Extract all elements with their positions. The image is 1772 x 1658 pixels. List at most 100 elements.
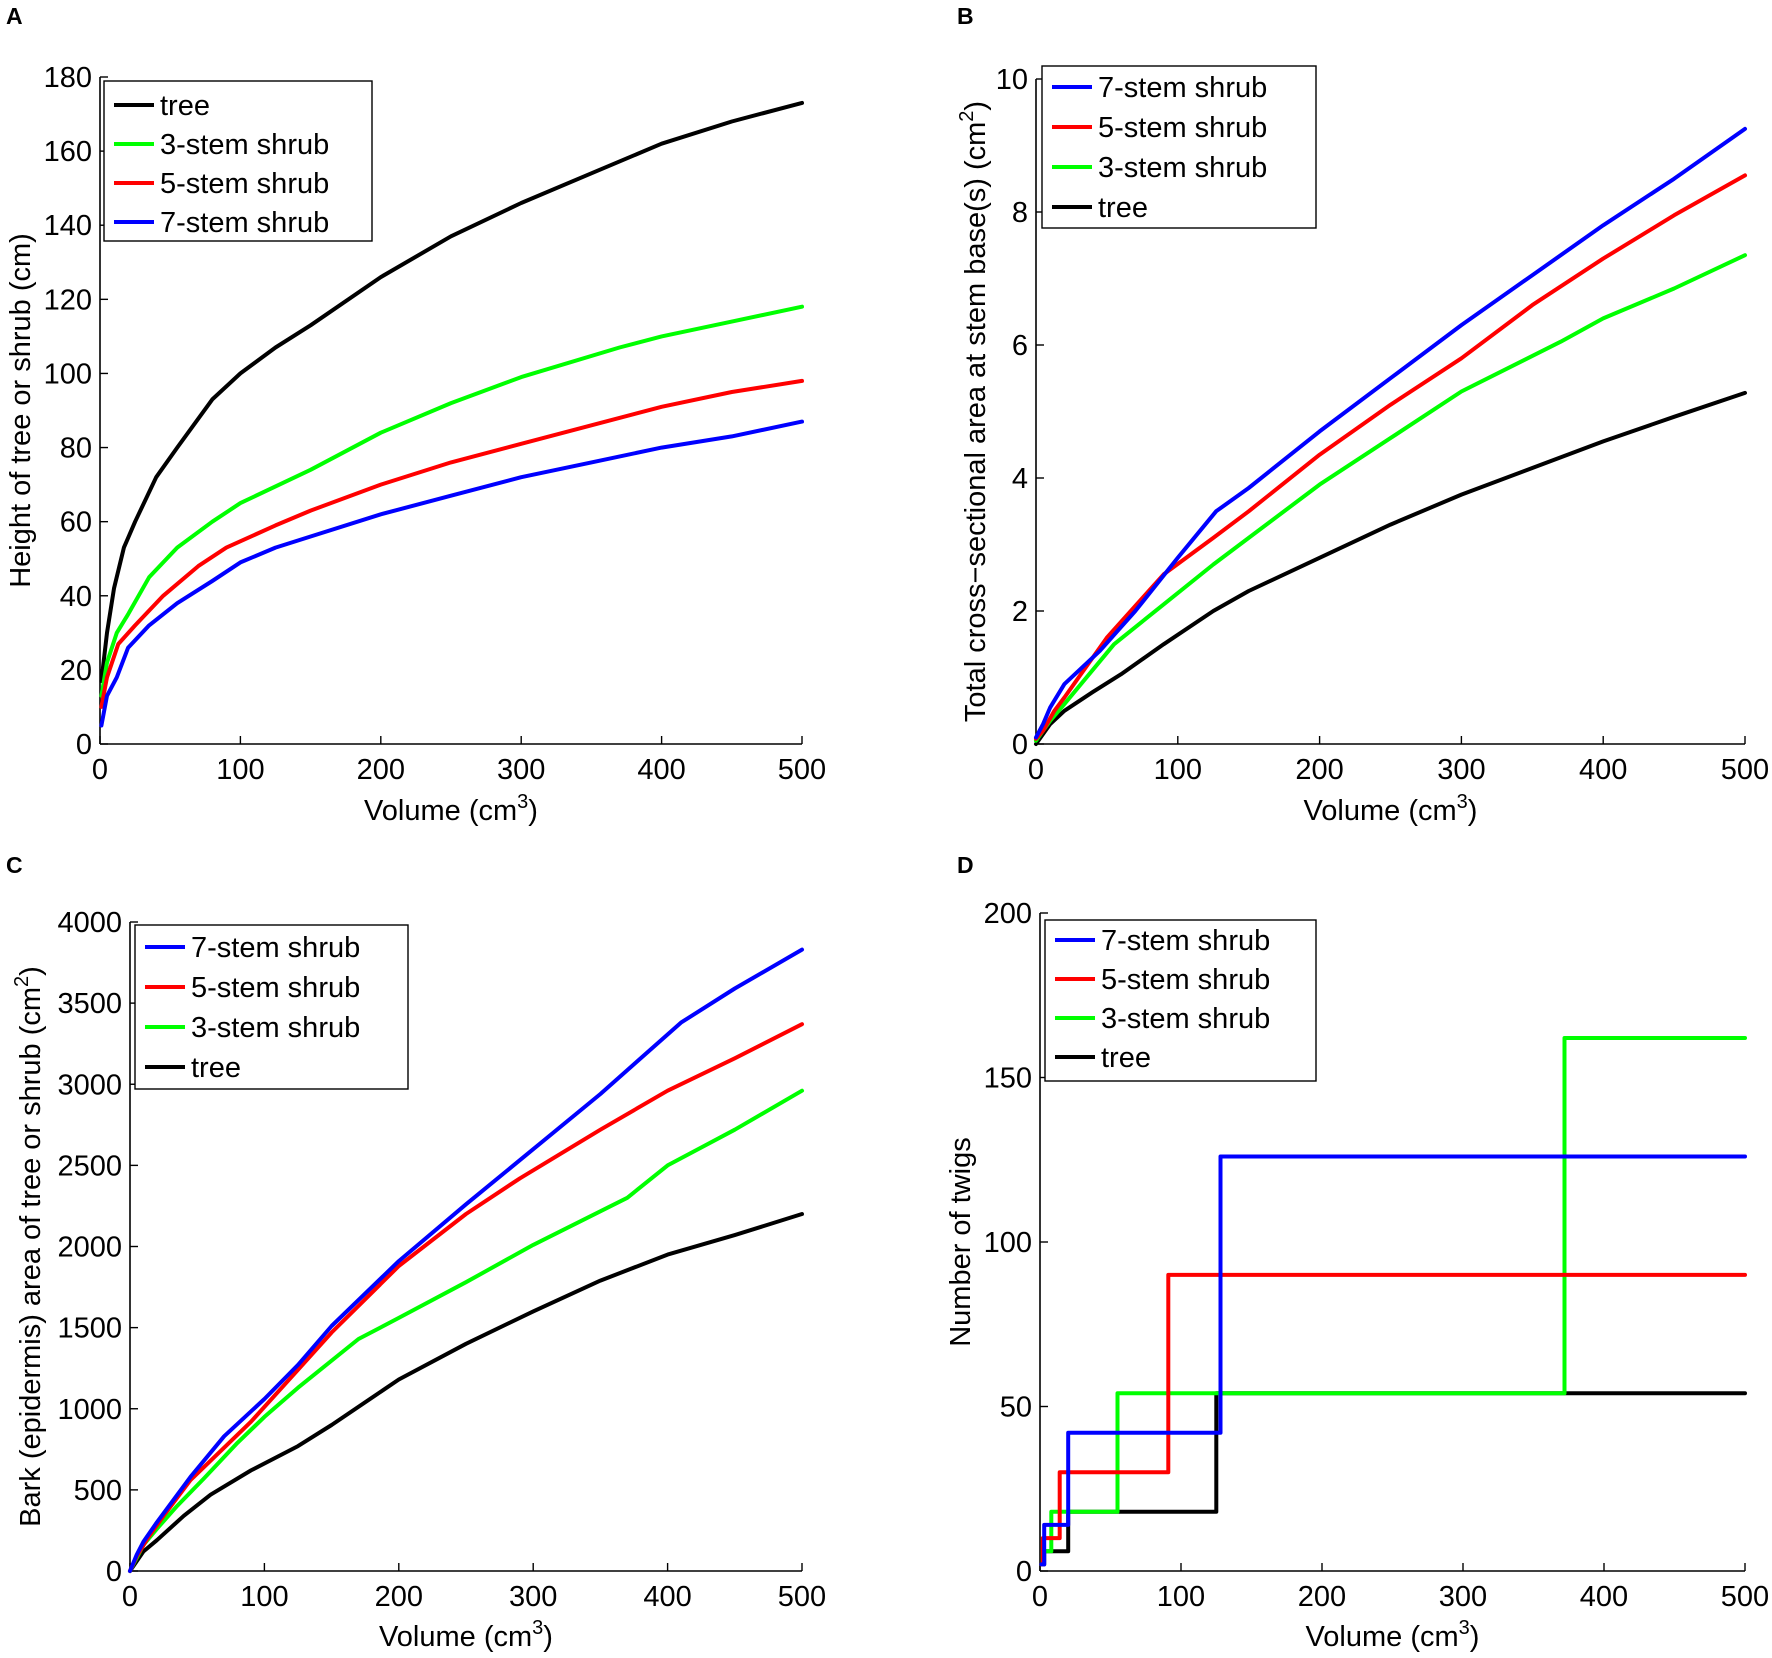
legend-entry: 3-stem shrub: [191, 1012, 360, 1044]
y-axis-label-main: Total cross−sectional area at stem base(…: [960, 122, 992, 722]
y-tick-label: 1500: [57, 1313, 122, 1345]
legend: 7-stem shrub 5-stem shrub 3-stem shrub tree: [1044, 919, 1317, 1082]
series-line-3-stem-shrub: [1034, 253, 1747, 743]
x-tick-label: 0: [1028, 754, 1044, 786]
x-tick-label: 0: [1032, 1581, 1048, 1613]
y-tick-label: 60: [60, 507, 92, 539]
series-line-3-stem-shrub: [128, 1088, 804, 1573]
x-tick-label: 300: [497, 754, 545, 786]
legend-entry: 3-stem shrub: [1098, 152, 1267, 184]
series-line-tree: [128, 1212, 804, 1573]
x-axis-label-suffix: ): [528, 795, 538, 827]
x-tick-label: 500: [778, 754, 826, 786]
y-tick-label: 200: [984, 898, 1032, 930]
y-axis-label: Height of tree or shrub (cm): [5, 233, 37, 588]
x-tick-label: 300: [1437, 754, 1485, 786]
legend-entry: tree: [1101, 1042, 1151, 1074]
series-line-5-stem-shrub: [128, 1022, 804, 1573]
x-axis-label-main: Volume (cm: [1306, 1621, 1459, 1653]
y-tick-label: 120: [44, 284, 92, 316]
x-axis-label-main: Volume (cm: [1304, 795, 1457, 827]
x-axis-label-superscript: 3: [532, 1617, 543, 1639]
y-tick-label: 3000: [57, 1069, 122, 1101]
x-tick-label: 100: [1157, 1581, 1205, 1613]
legend-entry: 3-stem shrub: [160, 129, 329, 161]
series-line-7-stem-shrub: [99, 419, 804, 728]
y-axis-label: Total cross−sectional area at stem base(…: [956, 101, 992, 722]
y-tick-label: 40: [60, 581, 92, 613]
x-tick-label: 400: [1579, 754, 1627, 786]
x-axis-label: Volume (cm3): [379, 1617, 553, 1653]
legend-box: [134, 924, 409, 1090]
y-tick-label: 4000: [57, 907, 122, 939]
chart-panel-b: B 0 100 200 300 400 500 0 2 4 6 8 10 Volume (cm3) Tota…: [956, 3, 1769, 827]
legend-entry: 7-stem shrub: [191, 932, 360, 964]
series-line-3-stem-shrub: [1039, 1036, 1747, 1567]
series-line-5-stem-shrub: [99, 378, 804, 709]
y-axis-label-superscript: 2: [11, 976, 33, 987]
y-tick-label: 0: [1016, 1556, 1032, 1588]
series-line-tree: [1034, 390, 1747, 746]
y-tick-label: 8: [1012, 197, 1028, 229]
x-tick-label: 400: [643, 1581, 691, 1613]
legend-box: [103, 80, 373, 242]
legend-entry: tree: [191, 1052, 241, 1084]
series-line-7-stem-shrub: [1034, 126, 1747, 740]
y-tick-label: 140: [44, 210, 92, 242]
series-line-tree: [99, 100, 804, 683]
y-tick-label: 0: [76, 729, 92, 761]
y-tick-label: 500: [74, 1475, 122, 1507]
series-line-7-stem-shrub: [1039, 1154, 1747, 1567]
x-tick-label: 0: [92, 754, 108, 786]
y-tick-label: 1000: [57, 1394, 122, 1426]
x-axis-label: Volume (cm3): [1306, 1617, 1480, 1653]
legend-entry: 5-stem shrub: [1101, 964, 1270, 996]
legend-entry: 7-stem shrub: [160, 207, 329, 239]
legend-entry: 3-stem shrub: [1101, 1003, 1270, 1035]
y-tick-label: 80: [60, 433, 92, 465]
y-axis-label-main: Height of tree or shrub (cm): [5, 233, 37, 588]
y-axis-label-superscript: 2: [956, 111, 978, 122]
legend-entry: 7-stem shrub: [1101, 925, 1270, 957]
series-line-7-stem-shrub: [128, 947, 804, 1573]
y-tick-label: 6: [1012, 330, 1028, 362]
y-tick-label: 2000: [57, 1232, 122, 1264]
x-axis-label-suffix: ): [1468, 795, 1478, 827]
legend-box: [1041, 65, 1317, 229]
x-tick-label: 500: [1721, 754, 1769, 786]
y-tick-label: 100: [984, 1227, 1032, 1259]
legend: 7-stem shrub 5-stem shrub 3-stem shrub tree: [1041, 65, 1317, 229]
legend-entry: 5-stem shrub: [1098, 112, 1267, 144]
legend-entry: 5-stem shrub: [160, 168, 329, 200]
panel-letter: B: [957, 3, 974, 29]
legend-entry: 5-stem shrub: [191, 972, 360, 1004]
x-tick-label: 200: [357, 754, 405, 786]
x-axis-label-main: Volume (cm: [379, 1621, 532, 1653]
legend-entry: tree: [160, 90, 210, 122]
y-tick-label: 0: [106, 1556, 122, 1588]
panel-letter: D: [957, 852, 974, 878]
y-tick-label: 150: [984, 1063, 1032, 1095]
chart-panel-a: A 0 100 200 300 400 500 0 20 40 60 80 100 120 140 160 18…: [5, 3, 826, 827]
x-tick-label: 300: [509, 1581, 557, 1613]
legend: 7-stem shrub 5-stem shrub 3-stem shrub tree: [134, 924, 409, 1090]
x-tick-label: 500: [1721, 1581, 1769, 1613]
y-tick-label: 50: [1000, 1392, 1032, 1424]
y-tick-label: 160: [44, 136, 92, 168]
y-tick-label: 3500: [57, 988, 122, 1020]
x-tick-label: 100: [1154, 754, 1202, 786]
y-axis-label: Bark (epidermis) area of tree or shrub (…: [11, 966, 47, 1527]
x-axis-label-superscript: 3: [517, 791, 528, 813]
y-tick-label: 2: [1012, 596, 1028, 628]
series-line-tree: [1039, 1391, 1747, 1567]
x-tick-label: 200: [1298, 1581, 1346, 1613]
y-tick-label: 20: [60, 655, 92, 687]
legend-box: [1044, 919, 1317, 1082]
series-line-5-stem-shrub: [1034, 173, 1747, 741]
y-tick-label: 10: [996, 64, 1028, 96]
x-axis-label-suffix: ): [1470, 1621, 1480, 1653]
x-axis-label-main: Volume (cm: [364, 795, 517, 827]
x-tick-label: 500: [778, 1581, 826, 1613]
panel-letter: C: [6, 852, 23, 878]
chart-panel-c: C 0 100 200 300 400 500 0 500 1000 1500 2000 2500 300…: [6, 852, 826, 1653]
